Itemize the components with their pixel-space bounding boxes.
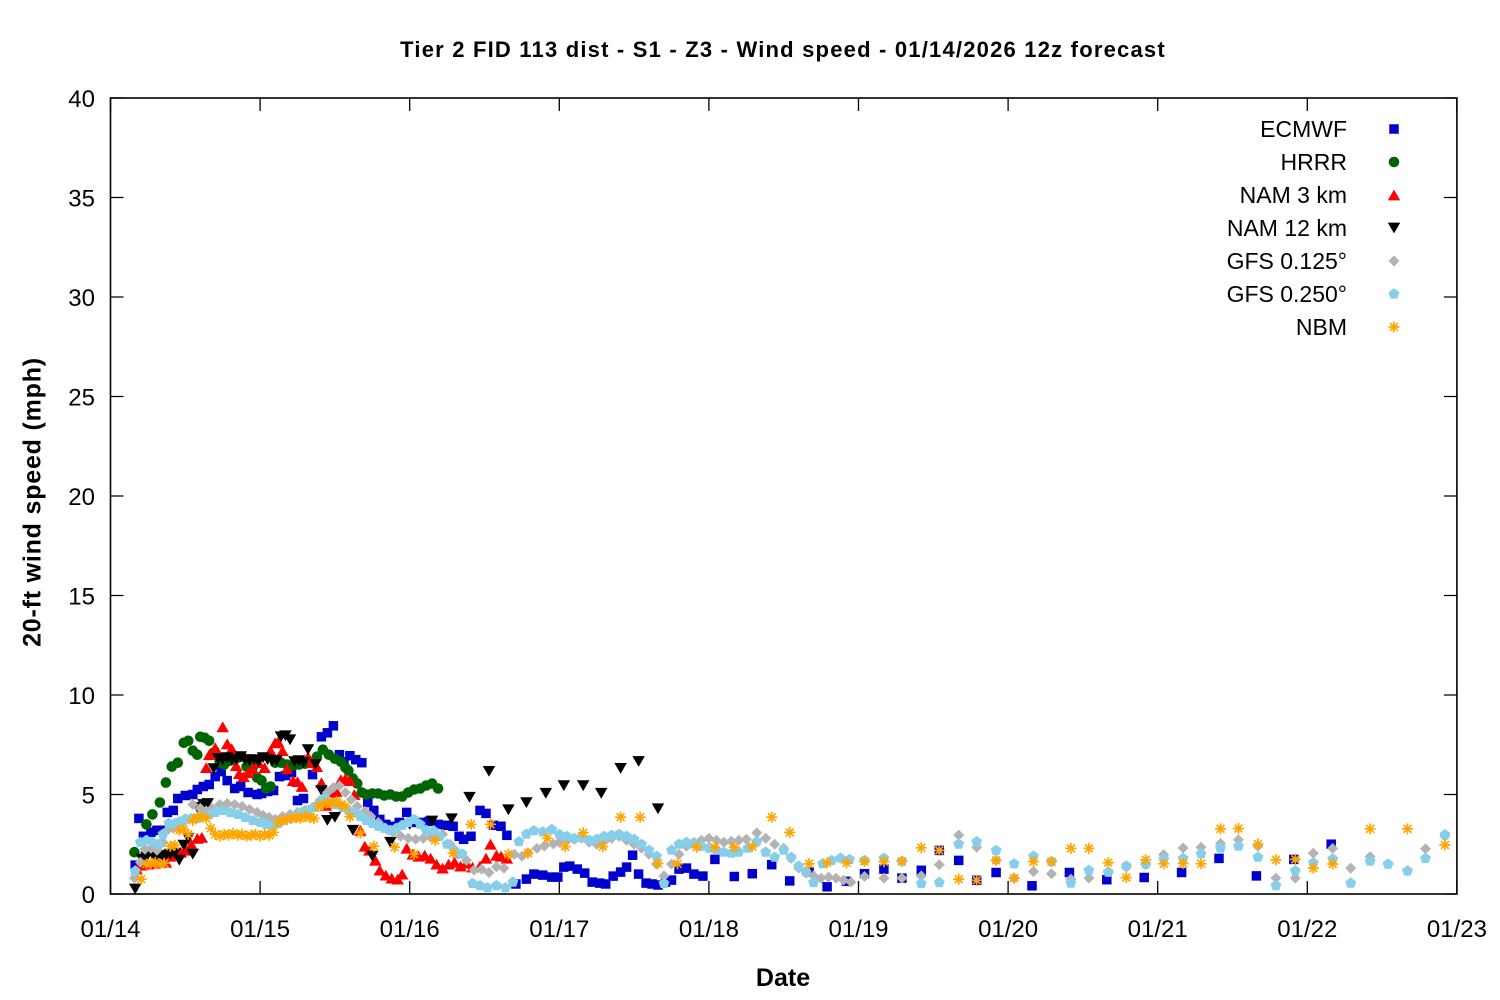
svg-text:01/23: 01/23 xyxy=(1427,916,1487,943)
svg-text:ECMWF: ECMWF xyxy=(1260,116,1347,142)
svg-text:01/22: 01/22 xyxy=(1277,916,1337,943)
svg-text:35: 35 xyxy=(68,186,95,213)
svg-text:HRRR: HRRR xyxy=(1281,149,1347,175)
svg-text:01/14: 01/14 xyxy=(80,916,140,943)
svg-text:01/21: 01/21 xyxy=(1128,916,1188,943)
svg-text:01/16: 01/16 xyxy=(380,916,440,943)
svg-text:01/17: 01/17 xyxy=(529,916,589,943)
svg-text:25: 25 xyxy=(68,385,95,412)
svg-text:40: 40 xyxy=(68,86,95,113)
svg-text:Tier 2 FID 113 dist - S1 - Z3: Tier 2 FID 113 dist - S1 - Z3 - Wind spe… xyxy=(400,37,1166,62)
svg-text:01/15: 01/15 xyxy=(230,916,290,943)
svg-text:01/18: 01/18 xyxy=(679,916,739,943)
svg-text:Date: Date xyxy=(756,964,810,992)
svg-text:10: 10 xyxy=(68,683,95,710)
svg-text:01/20: 01/20 xyxy=(978,916,1038,943)
svg-text:GFS 0.125°: GFS 0.125° xyxy=(1227,248,1347,274)
svg-text:NAM 3 km: NAM 3 km xyxy=(1240,182,1347,208)
svg-text:30: 30 xyxy=(68,285,95,312)
svg-text:20-ft wind speed (mph): 20-ft wind speed (mph) xyxy=(19,357,47,647)
svg-text:0: 0 xyxy=(82,882,95,909)
svg-text:15: 15 xyxy=(68,584,95,611)
svg-text:GFS 0.250°: GFS 0.250° xyxy=(1227,281,1347,307)
svg-text:5: 5 xyxy=(82,783,95,810)
svg-text:01/19: 01/19 xyxy=(828,916,888,943)
svg-text:20: 20 xyxy=(68,484,95,511)
svg-text:NAM 12 km: NAM 12 km xyxy=(1227,215,1347,241)
svg-text:NBM: NBM xyxy=(1296,314,1347,340)
